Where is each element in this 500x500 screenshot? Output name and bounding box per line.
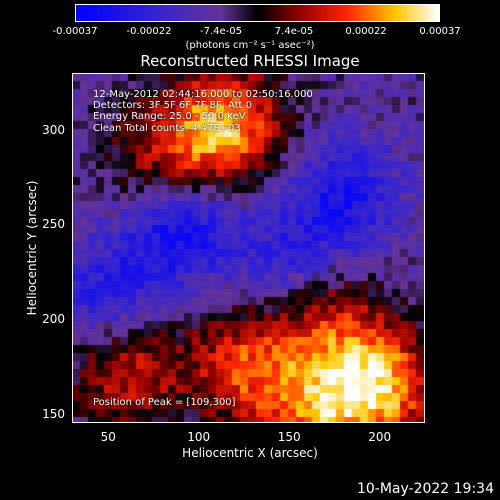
plot-frame	[72, 73, 425, 423]
x-tick-label: 200	[368, 430, 392, 444]
colorbar-tick-label: 0.00037	[419, 26, 461, 37]
time-range-text: 12-May-2012 02:44:16.000 to 02:50:16.000	[93, 89, 313, 100]
peak-position-text: Position of Peak = [109,300]	[93, 397, 236, 408]
colorbar-tick-label: 0.00022	[345, 26, 387, 37]
colorbar-tick-label: 7.4e-05	[274, 26, 314, 37]
colorbar-tick-label: -7.4e-05	[200, 26, 242, 37]
y-tick-label: 250	[42, 217, 65, 232]
y-tick-label: 200	[42, 311, 65, 326]
colorbar	[75, 4, 440, 22]
x-tick-label: 50	[100, 430, 116, 444]
colorbar-units: (photons cm⁻² s⁻¹ asec⁻²)	[185, 40, 315, 51]
heatmap-image	[72, 73, 425, 423]
energy-range-text: Energy Range: 25.0 - 50.0 keV	[93, 111, 246, 122]
chart-title: Reconstructed RHESSI Image	[140, 52, 360, 70]
y-axis-label: Heliocentric Y (arcsec)	[25, 180, 39, 316]
y-tick-label: 300	[42, 122, 65, 137]
timestamp-footer: 10-May-2022 19:34	[356, 481, 494, 497]
colorbar-tick-label: -0.00022	[126, 26, 172, 37]
x-tick-label: 100	[187, 430, 211, 444]
detectors-text: Detectors: 3F 5F 6F 7F 8F, Att 0	[93, 100, 253, 111]
colorbar-tick-label: -0.00037	[52, 26, 98, 37]
x-tick-label: 150	[277, 430, 301, 444]
clean-counts-text: Clean Total counts: 4.47E+03	[93, 123, 241, 134]
y-tick-label: 150	[42, 406, 65, 421]
x-axis-label: Heliocentric X (arcsec)	[182, 446, 318, 460]
